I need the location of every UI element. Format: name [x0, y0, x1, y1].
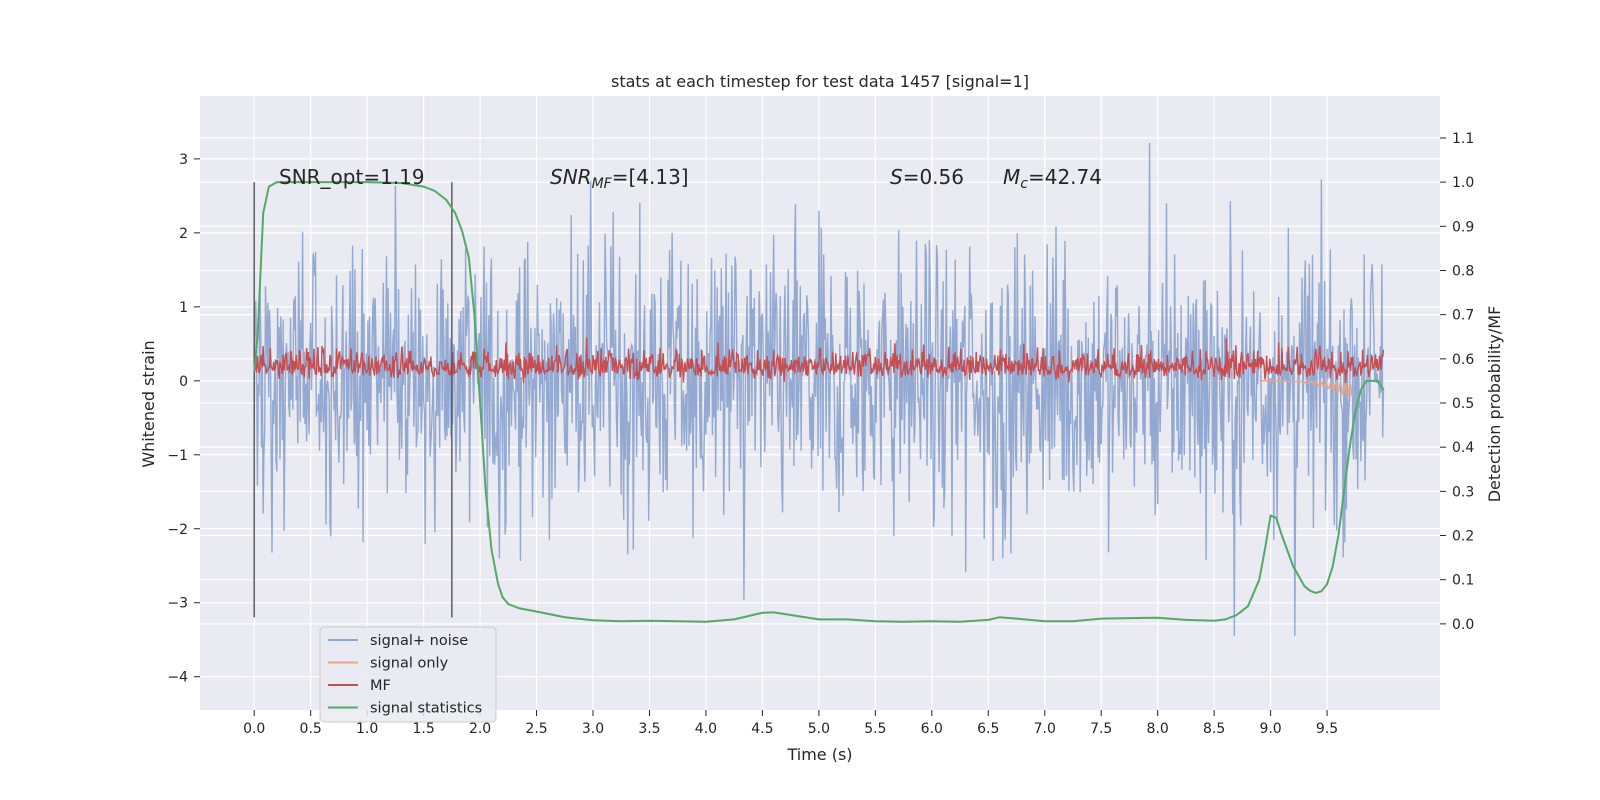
- y-left-tick-label: −1: [167, 448, 188, 464]
- y-right-tick-label: 0.1: [1452, 573, 1474, 589]
- series-signal-statistics: [253, 181, 1385, 623]
- x-tick-label: 7.5: [1090, 721, 1112, 737]
- annotation-snr-mf-value: =[4.13]: [612, 165, 689, 189]
- x-tick-label: 7.0: [1034, 721, 1056, 737]
- legend-entry-label: signal statistics: [370, 701, 482, 717]
- x-tick-label: 6.5: [977, 721, 999, 737]
- y-axis-label-left: Whitened strain: [139, 340, 158, 467]
- annotation-snr-mf-subscript: MF: [592, 176, 613, 192]
- legend: signal+ noise signal only MF signal statist…: [319, 626, 497, 723]
- x-tick-label: 4.5: [751, 721, 773, 737]
- x-tick-label: 9.0: [1259, 721, 1281, 737]
- x-tick-label: 5.5: [864, 721, 886, 737]
- annotations: SNR_opt=1.19 SNRMF=[4.13] S=0.56 Mc=42.7…: [279, 165, 1102, 192]
- y-right-tick-label: 0.0: [1452, 617, 1474, 633]
- x-tick-label: 0.0: [243, 721, 265, 737]
- y-left-tick-label: 2: [179, 226, 188, 242]
- x-tick-label: 8.0: [1147, 721, 1169, 737]
- y-left-tick-label: −3: [167, 596, 188, 612]
- annotation-mc-subscript: c: [1020, 176, 1028, 192]
- annotation-s: S=0.56: [890, 165, 964, 189]
- y-right-tick-label: 1.1: [1452, 131, 1474, 147]
- chart-title: stats at each timestep for test data 145…: [611, 72, 1029, 91]
- annotation-s-symbol: S: [890, 165, 903, 189]
- x-tick-label: 0.5: [300, 721, 322, 737]
- annotation-mc-symbol: M: [1003, 165, 1020, 189]
- x-tick-label: 1.0: [356, 721, 378, 737]
- x-tick-label: 2.0: [469, 721, 491, 737]
- annotation-mc-value: =42.74: [1028, 165, 1102, 189]
- x-tick-label: 5.0: [808, 721, 830, 737]
- y-right-tick-label: 1.0: [1452, 175, 1474, 191]
- y-left-tick-label: −2: [167, 522, 188, 538]
- x-tick-label: 2.5: [525, 721, 547, 737]
- y-right-tick-label: 0.2: [1452, 529, 1474, 545]
- x-tick-label: 3.5: [638, 721, 660, 737]
- annotation-s-value: =0.56: [903, 165, 964, 189]
- x-tick-label: 1.5: [412, 721, 434, 737]
- y-left-tick-label: 0: [179, 374, 188, 390]
- y-right-tick-label: 0.8: [1452, 263, 1474, 279]
- annotation-mc: Mc=42.74: [1003, 165, 1102, 192]
- y-left-tick-label: −4: [167, 670, 188, 686]
- y-axis-label-right: Detection probability/MF: [1485, 306, 1504, 503]
- legend-box: [319, 626, 497, 723]
- series-layer: [253, 142, 1385, 637]
- x-tick-label: 4.0: [695, 721, 717, 737]
- y-left-tick-label: 3: [179, 152, 188, 168]
- legend-entry-label: signal only: [370, 656, 449, 672]
- y-left-tick-label: 1: [179, 300, 188, 316]
- axes: 0.0 0.5 1.0 1.5 2.0 2.5 3.0 3.5 4.0 4.5 5.0 5.5 6.0 6…: [167, 131, 1474, 737]
- y-right-tick-label: 0.7: [1452, 308, 1474, 324]
- x-axis-label: Time (s): [786, 745, 852, 764]
- series-signal-plus-noise: [253, 142, 1385, 637]
- y-right-tick-label: 0.3: [1452, 484, 1474, 500]
- x-tick-label: 3.0: [582, 721, 604, 737]
- annotation-snr-mf: SNRMF=[4.13]: [550, 165, 689, 192]
- series-mf: [253, 337, 1385, 384]
- legend-entry-label: MF: [370, 678, 391, 694]
- annotation-snr-opt: SNR_opt=1.19: [279, 165, 425, 189]
- series-signal-only: [1259, 380, 1353, 399]
- annotation-snr-mf-symbol: SNR: [550, 165, 592, 189]
- y-right-tick-label: 0.6: [1452, 352, 1474, 368]
- y-right-tick-label: 0.5: [1452, 396, 1474, 412]
- x-tick-label: 8.5: [1203, 721, 1225, 737]
- x-tick-label: 6.0: [921, 721, 943, 737]
- y-right-tick-label: 0.4: [1452, 440, 1474, 456]
- x-tick-label: 9.5: [1316, 721, 1338, 737]
- legend-entry-label: signal+ noise: [370, 633, 468, 649]
- grid: [200, 96, 1440, 710]
- y-right-tick-label: 0.9: [1452, 219, 1474, 235]
